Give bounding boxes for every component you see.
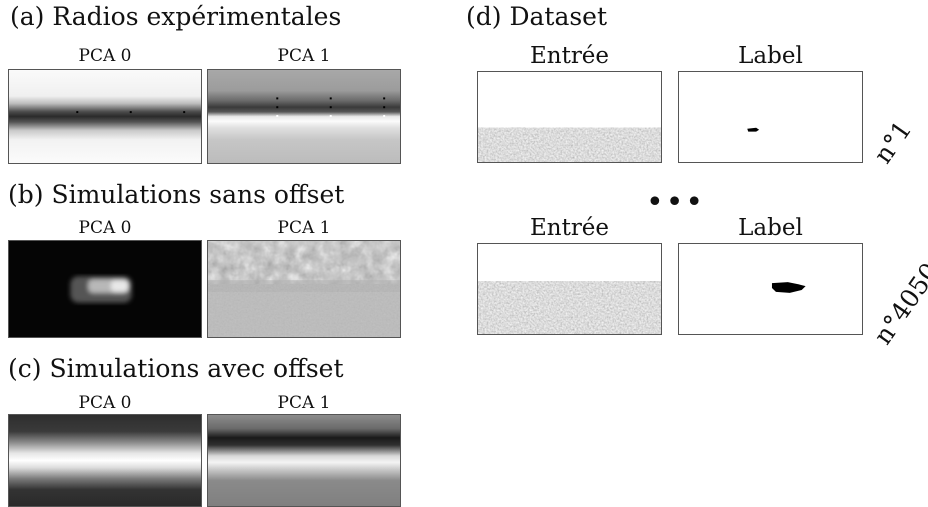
panel-b-title: (b) Simulations sans offset	[8, 180, 345, 209]
panel-d-title: (d) Dataset	[466, 2, 608, 31]
panel-c-pca1-label: PCA 1	[277, 393, 331, 413]
panel-b-pca0-image	[8, 240, 202, 338]
panel-c-title: (c) Simulations avec offset	[8, 354, 344, 383]
panel-a-pca1-label: PCA 1	[277, 46, 331, 66]
row1-input-image	[477, 71, 662, 163]
panel-b-pca1-label: PCA 1	[277, 218, 331, 238]
panel-a-pca0-image	[8, 69, 202, 164]
row2-label-label: Label	[738, 215, 803, 241]
row2-index-label: n°4050	[868, 257, 928, 350]
row1-input-label: Entrée	[529, 43, 610, 69]
panel-a-pca0-label: PCA 0	[78, 46, 132, 66]
panel-a-title: (a) Radios expérimentales	[10, 2, 342, 31]
row1-label-label: Label	[738, 43, 803, 69]
panel-b-pca1-image	[207, 240, 401, 338]
row2-label-image	[678, 243, 863, 335]
row1-label-image	[678, 71, 863, 163]
ellipsis-marker: •••	[646, 185, 706, 220]
panel-c-pca0-image	[8, 414, 202, 507]
panel-c-pca0-label: PCA 0	[78, 393, 132, 413]
panel-a-pca1-image	[207, 69, 401, 164]
row2-input-label: Entrée	[529, 215, 610, 241]
row1-index-label: n°1	[868, 115, 918, 169]
row2-input-image	[477, 243, 662, 335]
panel-c-pca1-image	[207, 414, 401, 507]
panel-b-pca0-label: PCA 0	[78, 218, 132, 238]
